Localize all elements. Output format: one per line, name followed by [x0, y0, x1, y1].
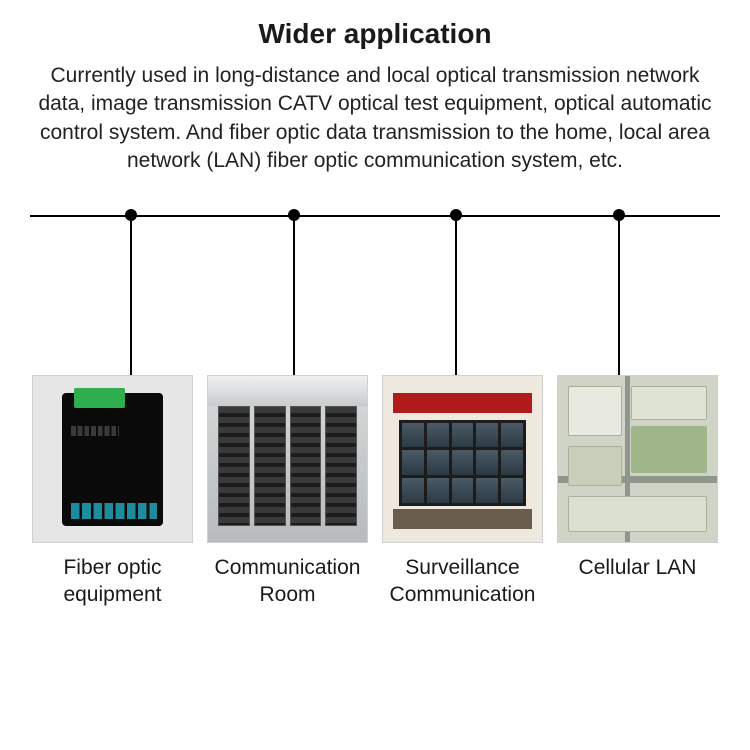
- connector-line: [293, 215, 295, 375]
- card-cellular-lan: Cellular LAN: [557, 375, 718, 608]
- card-row: Fiber optic equipment Communication Room: [30, 375, 720, 608]
- caption: Cellular LAN: [579, 555, 697, 581]
- connector-line: [130, 215, 132, 375]
- page-title: Wider application: [30, 18, 720, 50]
- thumb-surveillance-communication: [382, 375, 543, 543]
- description-text: Currently used in long-distance and loca…: [30, 62, 720, 175]
- thumb-communication-room: [207, 375, 368, 543]
- card-surveillance-communication: Surveillance Communication: [382, 375, 543, 608]
- connector-row: [30, 215, 720, 375]
- caption: Fiber optic equipment: [32, 555, 193, 608]
- card-communication-room: Communication Room: [207, 375, 368, 608]
- card-fiber-optic-equipment: Fiber optic equipment: [32, 375, 193, 608]
- caption: Surveillance Communication: [382, 555, 543, 608]
- thumb-cellular-lan: [557, 375, 718, 543]
- infographic: Wider application Currently used in long…: [0, 0, 750, 750]
- diagram-area: Fiber optic equipment Communication Room: [30, 215, 720, 730]
- connector-line: [455, 215, 457, 375]
- thumb-fiber-optic-equipment: [32, 375, 193, 543]
- caption: Communication Room: [207, 555, 368, 608]
- connector-line: [618, 215, 620, 375]
